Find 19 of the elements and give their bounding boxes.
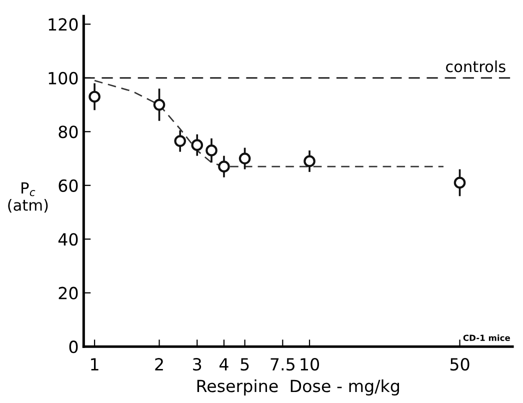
x-tick-label: 5 (240, 358, 249, 371)
y-tick-label: 120 (48, 18, 78, 31)
x-tick-label: 7.5 (270, 358, 294, 371)
y-tick-label: 20 (58, 286, 78, 300)
y-axis-title: P$_{c}$ (atm) (8, 182, 48, 213)
y-tick-label: 100 (48, 72, 78, 84)
x-axis-title: Reserpine Dose - mg/kg (197, 379, 399, 396)
x-tick-label: 1 (91, 358, 98, 370)
x-tick-label: 4 (219, 358, 228, 370)
x-tick-label: 50 (450, 358, 470, 371)
y-tick-label: 40 (58, 233, 78, 246)
x-tick-label: 10 (300, 358, 320, 371)
x-tick-label: 3 (193, 358, 202, 371)
y-tick-label: 80 (58, 126, 78, 138)
y-tick-label: 60 (58, 179, 78, 192)
y-tick-label: 0 (69, 340, 78, 354)
annotation: CD-1 mice (463, 334, 510, 341)
ref-line-label: controls (446, 60, 506, 72)
x-tick-label: 2 (155, 358, 163, 370)
